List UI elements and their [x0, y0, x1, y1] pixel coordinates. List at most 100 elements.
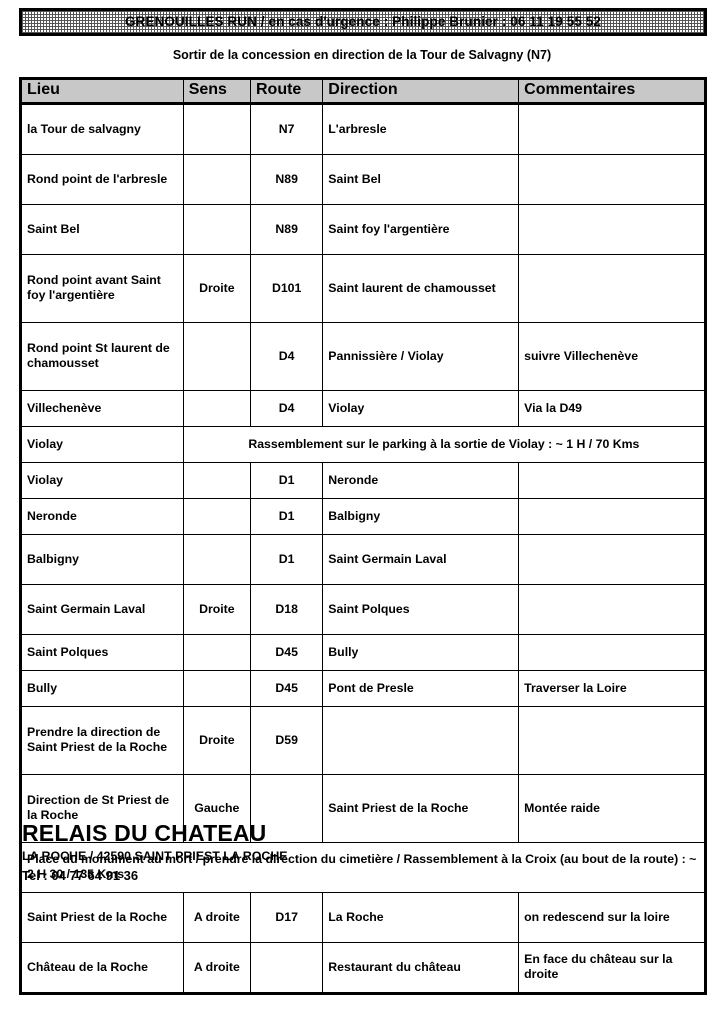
table-row: Château de la Roche A droite Restaurant du…	[20, 942, 706, 995]
restaurant-address: LA ROCHE / 42590 SAINT PRIEST LA ROCHE	[22, 849, 288, 864]
cell-sens	[182, 322, 251, 392]
table-row: Rond point St laurent de chamousset D4 Pan…	[20, 322, 706, 392]
cell-route: D1	[249, 462, 324, 500]
page-subtitle: Sortir de la concession en direction de …	[172, 48, 552, 62]
cell-direction: Saint Priest de la Roche	[322, 774, 520, 844]
cell-commentaires	[518, 254, 706, 324]
cell-route: D18	[249, 584, 324, 636]
cell-sens	[182, 534, 251, 586]
cell-direction: Balbigny	[322, 498, 520, 536]
cell-route: N89	[249, 204, 324, 256]
cell-route: D17	[249, 892, 324, 944]
cell-lieu: Saint Priest de la Roche	[20, 892, 184, 944]
cell-lieu: Violay	[20, 462, 184, 500]
banner-title: GRENOUILLES RUN / en cas d'urgence : Phi…	[124, 14, 602, 30]
cell-lieu: Saint Polques	[20, 634, 184, 672]
cell-route: N89	[249, 154, 324, 206]
cell-commentaires	[518, 584, 706, 636]
cell-commentaires	[518, 154, 706, 206]
footer-block: RELAIS DU CHATEAU LA ROCHE / 42590 SAINT…	[22, 820, 522, 884]
cell-commentaires	[518, 706, 706, 776]
cell-commentaires	[518, 462, 706, 500]
cell-direction	[322, 706, 520, 776]
cell-lieu: Saint Bel	[20, 204, 184, 256]
table-row: Saint Germain Laval Droite D18 Saint Polque…	[20, 584, 706, 636]
route-table: Lieu Sens Route Direction Commentaires l…	[19, 77, 707, 996]
cell-sens: A droite	[182, 942, 251, 995]
cell-lieu: Rond point de l'arbresle	[20, 154, 184, 206]
cell-sens: Droite	[182, 254, 251, 324]
table-row: Place du monument au mort / prendre la d…	[20, 842, 706, 894]
route-table-body: la Tour de salvagny N7 L'arbresle Rond poin…	[20, 103, 707, 995]
cell-direction: Pont de Presle	[322, 670, 520, 708]
cell-route: D45	[249, 670, 324, 708]
cell-direction: Pannissière / Violay	[322, 322, 520, 392]
cell-direction: L'arbresle	[322, 103, 520, 156]
table-row: Violay D1 Neronde	[20, 462, 706, 500]
cell-direction: Violay	[322, 390, 520, 428]
cell-direction: Saint Bel	[322, 154, 520, 206]
cell-lieu: Rond point avant Saint foy l'argentière	[20, 254, 184, 324]
table-header-row: Lieu Sens Route Direction Commentaires	[20, 77, 706, 106]
cell-sens	[182, 634, 251, 672]
cell-sens: Droite	[182, 706, 251, 776]
cell-lieu: Saint Germain Laval	[20, 584, 184, 636]
cell-direction: Neronde	[322, 462, 520, 500]
table-row: Direction de St Priest de la Roche Gauche…	[20, 774, 706, 844]
table-row: Neronde D1 Balbigny	[20, 498, 706, 536]
restaurant-phone: Tel : 04 77 64 91 36	[22, 868, 139, 884]
cell-lieu: la Tour de salvagny	[20, 103, 184, 156]
cell-lieu: Neronde	[20, 498, 184, 536]
column-header-route: Route	[249, 77, 324, 106]
table-row: la Tour de salvagny N7 L'arbresle	[20, 103, 706, 156]
table-row: Violay Rassemblement sur le parking à la …	[20, 426, 707, 464]
cell-sens	[182, 204, 251, 256]
cell-lieu: Bully	[20, 670, 184, 708]
cell-route: D59	[249, 706, 324, 776]
cell-route: D101	[249, 254, 324, 324]
table-row: Saint Bel N89 Saint foy l'argentière	[20, 204, 706, 256]
cell-sens	[182, 670, 251, 708]
note-emphasis: ~ 2 H 30 / 135 Kms	[27, 852, 697, 882]
cell-lieu: Villechenève	[20, 390, 184, 428]
column-header-direction: Direction	[322, 77, 520, 106]
table-row: Balbigny D1 Saint Germain Laval	[20, 534, 706, 586]
cell-commentaires: Via la D49	[518, 390, 706, 428]
cell-direction: Saint Germain Laval	[322, 534, 520, 586]
cell-lieu: Violay	[20, 426, 184, 464]
cell-route: D4	[249, 390, 324, 428]
cell-full-width-note: Place du monument au mort / prendre la d…	[20, 842, 706, 894]
cell-direction: La Roche	[322, 892, 520, 944]
cell-direction: Bully	[322, 634, 520, 672]
table-row: Rond point avant Saint foy l'argentière D…	[20, 254, 706, 324]
cell-lieu: Prendre la direction de Saint Priest de …	[20, 706, 184, 776]
cell-sens: Droite	[182, 584, 251, 636]
restaurant-name: RELAIS DU CHATEAU	[22, 820, 267, 846]
table-row: Saint Priest de la Roche A droite D17 La Ro…	[20, 892, 706, 944]
cell-merged-note: Rassemblement sur le parking à la sortie…	[182, 426, 707, 464]
cell-route	[249, 774, 324, 844]
cell-commentaires: suivre Villechenève	[518, 322, 706, 392]
cell-commentaires	[518, 498, 706, 536]
cell-lieu: Château de la Roche	[20, 942, 184, 995]
cell-commentaires: Traverser la Loire	[518, 670, 706, 708]
column-header-lieu: Lieu	[20, 77, 184, 106]
cell-route: D4	[249, 322, 324, 392]
cell-lieu: Balbigny	[20, 534, 184, 586]
cell-route: D1	[249, 534, 324, 586]
cell-sens	[182, 103, 251, 156]
table-row: Saint Polques D45 Bully	[20, 634, 706, 672]
column-header-sens: Sens	[182, 77, 251, 106]
cell-route	[249, 942, 324, 995]
cell-commentaires: Montée raide	[518, 774, 706, 844]
cell-commentaires	[518, 534, 706, 586]
cell-lieu: Direction de St Priest de la Roche	[20, 774, 184, 844]
cell-route: D45	[249, 634, 324, 672]
cell-direction: Saint foy l'argentière	[322, 204, 520, 256]
table-row: Rond point de l'arbresle N89 Saint Bel	[20, 154, 706, 206]
cell-commentaires	[518, 204, 706, 256]
cell-sens	[182, 462, 251, 500]
table-row: Bully D45 Pont de Presle Traverser la Loire	[20, 670, 706, 708]
route-table-container: Lieu Sens Route Direction Commentaires l…	[19, 77, 707, 996]
